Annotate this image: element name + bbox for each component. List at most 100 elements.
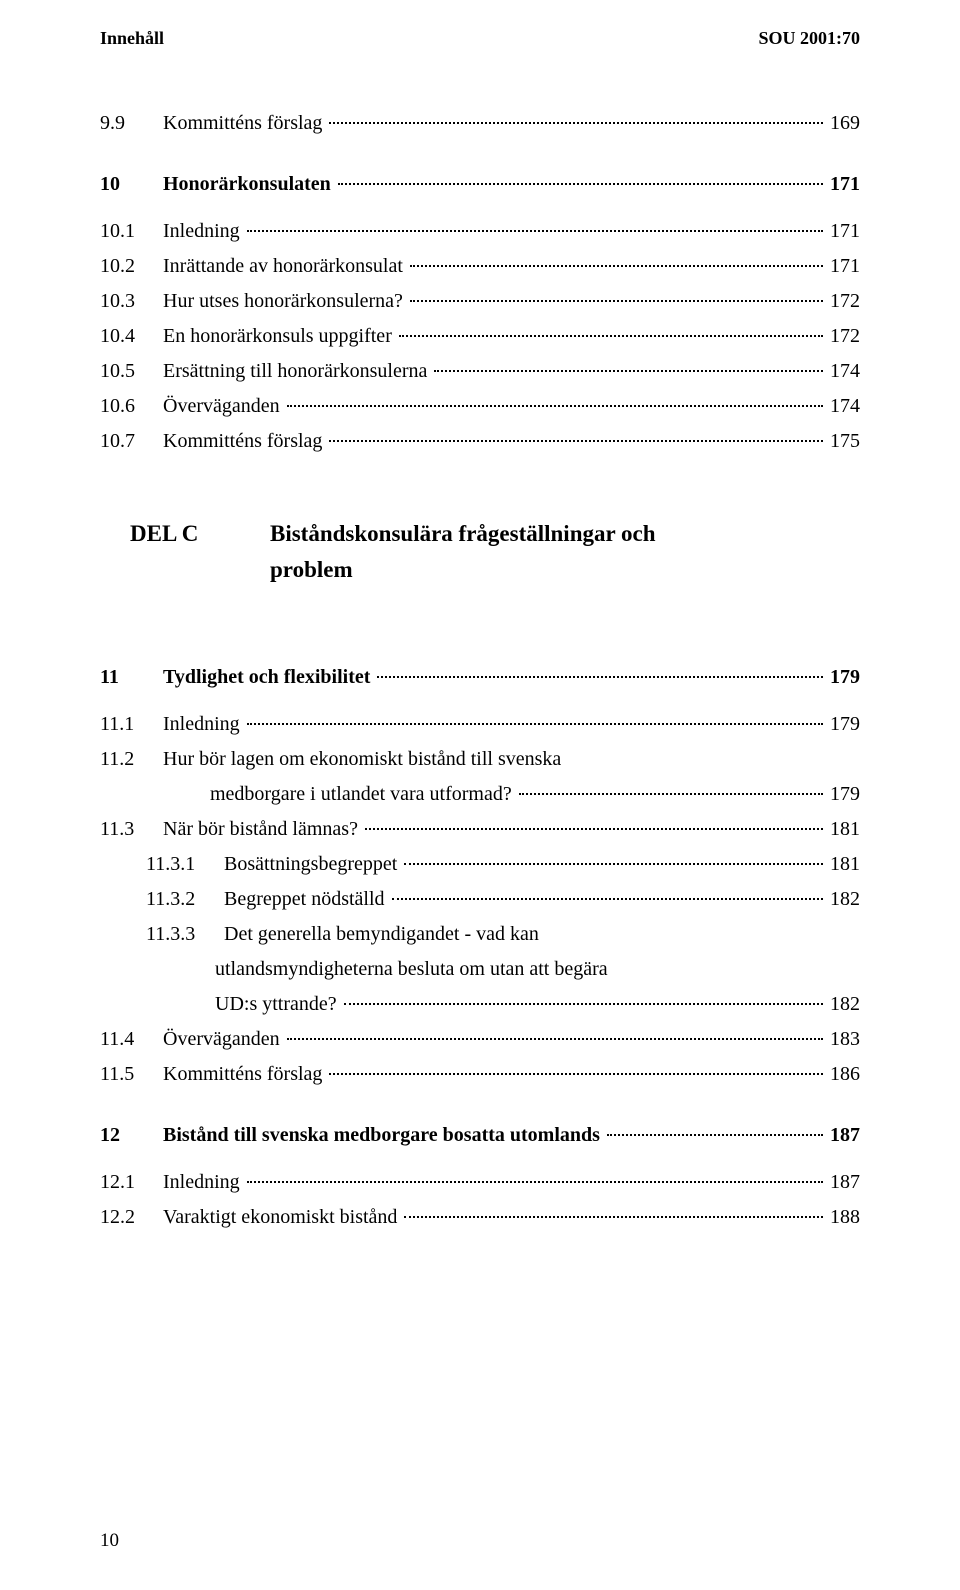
- toc-label: Varaktigt ekonomiskt bistånd: [163, 1202, 401, 1233]
- toc-number: 11.4: [100, 1024, 163, 1055]
- toc-leader: [377, 676, 823, 678]
- toc-label: Inrättande av honorärkonsulat: [163, 251, 407, 282]
- toc-label: Bistånd till svenska medborgare bosatta …: [163, 1120, 604, 1151]
- toc-leader: [434, 370, 823, 372]
- toc-leader: [410, 300, 823, 302]
- toc-label: Överväganden: [163, 391, 284, 422]
- toc-label: En honorärkonsuls uppgifter: [163, 321, 396, 352]
- toc-number: 11.2: [100, 744, 163, 775]
- header-right: SOU 2001:70: [758, 25, 860, 53]
- toc-row: 11.5 Kommitténs förslag 186: [100, 1059, 860, 1090]
- toc-label: Kommitténs förslag: [163, 426, 326, 457]
- toc-row: 10.1 Inledning 171: [100, 216, 860, 247]
- toc-row: 12.2 Varaktigt ekonomiskt bistånd 188: [100, 1202, 860, 1233]
- toc-page: 169: [826, 108, 860, 139]
- toc-page: 172: [826, 286, 860, 317]
- toc-row-continuation: UD:s yttrande? 182: [100, 989, 860, 1020]
- toc-row: 11.3.2 Begreppet nödställd 182: [100, 884, 860, 915]
- toc-row: 10.5 Ersättning till honorärkonsulerna 1…: [100, 356, 860, 387]
- toc-label: medborgare i utlandet vara utformad?: [210, 779, 516, 810]
- toc-number: 11.5: [100, 1059, 163, 1090]
- toc-number: 11.3: [100, 814, 163, 845]
- toc-row: 11.3.3 Det generella bemyndigandet - vad…: [100, 919, 860, 950]
- toc-label: Det generella bemyndigandet - vad kan: [224, 919, 543, 950]
- toc-page: 179: [826, 779, 860, 810]
- toc-leader: [329, 440, 823, 442]
- toc-row-continuation: utlandsmyndigheterna besluta om utan att…: [100, 954, 860, 985]
- toc-page: 174: [826, 391, 860, 422]
- toc-label: När bör bistånd lämnas?: [163, 814, 362, 845]
- part-label: DEL C: [130, 516, 270, 587]
- toc-leader: [287, 405, 823, 407]
- toc-number: 10: [100, 169, 163, 200]
- toc-leader: [287, 1038, 823, 1040]
- toc-page: 175: [826, 426, 860, 457]
- toc-number: 10.2: [100, 251, 163, 282]
- page-container: Innehåll SOU 2001:70 9.9 Kommitténs förs…: [0, 0, 960, 1590]
- toc-row: 10 Honorärkonsulaten 171: [100, 169, 860, 200]
- toc-label: utlandsmyndigheterna besluta om utan att…: [215, 954, 612, 985]
- toc-row: 11.4 Överväganden 183: [100, 1024, 860, 1055]
- toc-label: Hur bör lagen om ekonomiskt bistånd till…: [163, 744, 565, 775]
- toc-number: 10.1: [100, 216, 163, 247]
- toc-row: 12.1 Inledning 187: [100, 1167, 860, 1198]
- toc-page: 171: [826, 216, 860, 247]
- toc-page: 181: [826, 849, 860, 880]
- toc-leader: [247, 1181, 823, 1183]
- toc-label: Bosättningsbegreppet: [224, 849, 401, 880]
- toc-row: 10.7 Kommitténs förslag 175: [100, 426, 860, 457]
- toc-leader: [399, 335, 823, 337]
- toc-number: 11: [100, 662, 163, 693]
- toc-number: 10.4: [100, 321, 163, 352]
- toc-number: 10.5: [100, 356, 163, 387]
- toc-page: 187: [826, 1167, 860, 1198]
- toc-page: 179: [826, 709, 860, 740]
- toc-label: Honorärkonsulaten: [163, 169, 335, 200]
- toc-number: 10.3: [100, 286, 163, 317]
- toc-row-continuation: medborgare i utlandet vara utformad? 179: [100, 779, 860, 810]
- toc-row: 11.3 När bör bistånd lämnas? 181: [100, 814, 860, 845]
- toc-page: 174: [826, 356, 860, 387]
- page-number: 10: [100, 1526, 119, 1555]
- toc-leader: [519, 793, 823, 795]
- toc-page: 182: [826, 989, 860, 1020]
- toc-row: 10.6 Överväganden 174: [100, 391, 860, 422]
- toc-label: UD:s yttrande?: [215, 989, 341, 1020]
- toc-leader: [247, 723, 823, 725]
- part-title-line: problem: [270, 552, 860, 588]
- toc-page: 186: [826, 1059, 860, 1090]
- toc-page: 187: [826, 1120, 860, 1151]
- toc-label: Ersättning till honorärkonsulerna: [163, 356, 431, 387]
- part-title: Biståndskonsulära frågeställningar och p…: [270, 516, 860, 587]
- toc-number: 11.3.1: [146, 849, 224, 880]
- header-left: Innehåll: [100, 25, 164, 53]
- toc-number: 12.1: [100, 1167, 163, 1198]
- toc-leader: [607, 1134, 823, 1136]
- toc-number: 12.2: [100, 1202, 163, 1233]
- toc-label: Kommitténs förslag: [163, 108, 326, 139]
- toc-number: 11.1: [100, 709, 163, 740]
- toc-page: 188: [826, 1202, 860, 1233]
- toc-row: 9.9 Kommitténs förslag 169: [100, 108, 860, 139]
- toc-leader: [404, 863, 823, 865]
- toc-label: Inledning: [163, 1167, 244, 1198]
- toc-row: 11.2 Hur bör lagen om ekonomiskt bistånd…: [100, 744, 860, 775]
- toc-leader: [404, 1216, 823, 1218]
- page-header: Innehåll SOU 2001:70: [100, 25, 860, 53]
- toc-label: Tydlighet och flexibilitet: [163, 662, 374, 693]
- toc-number: 10.6: [100, 391, 163, 422]
- part-heading: DEL C Biståndskonsulära frågeställningar…: [130, 516, 860, 587]
- toc-page: 183: [826, 1024, 860, 1055]
- toc-number: 11.3.3: [146, 919, 224, 950]
- part-title-line: Biståndskonsulära frågeställningar och: [270, 516, 860, 552]
- toc-leader: [410, 265, 823, 267]
- toc-page: 179: [826, 662, 860, 693]
- toc-number: 10.7: [100, 426, 163, 457]
- toc-row: 10.3 Hur utses honorärkonsulerna? 172: [100, 286, 860, 317]
- toc-label: Kommitténs förslag: [163, 1059, 326, 1090]
- toc-label: Begreppet nödställd: [224, 884, 389, 915]
- toc-page: 171: [826, 169, 860, 200]
- toc-row: 10.4 En honorärkonsuls uppgifter 172: [100, 321, 860, 352]
- toc-leader: [247, 230, 823, 232]
- toc-row: 11.3.1 Bosättningsbegreppet 181: [100, 849, 860, 880]
